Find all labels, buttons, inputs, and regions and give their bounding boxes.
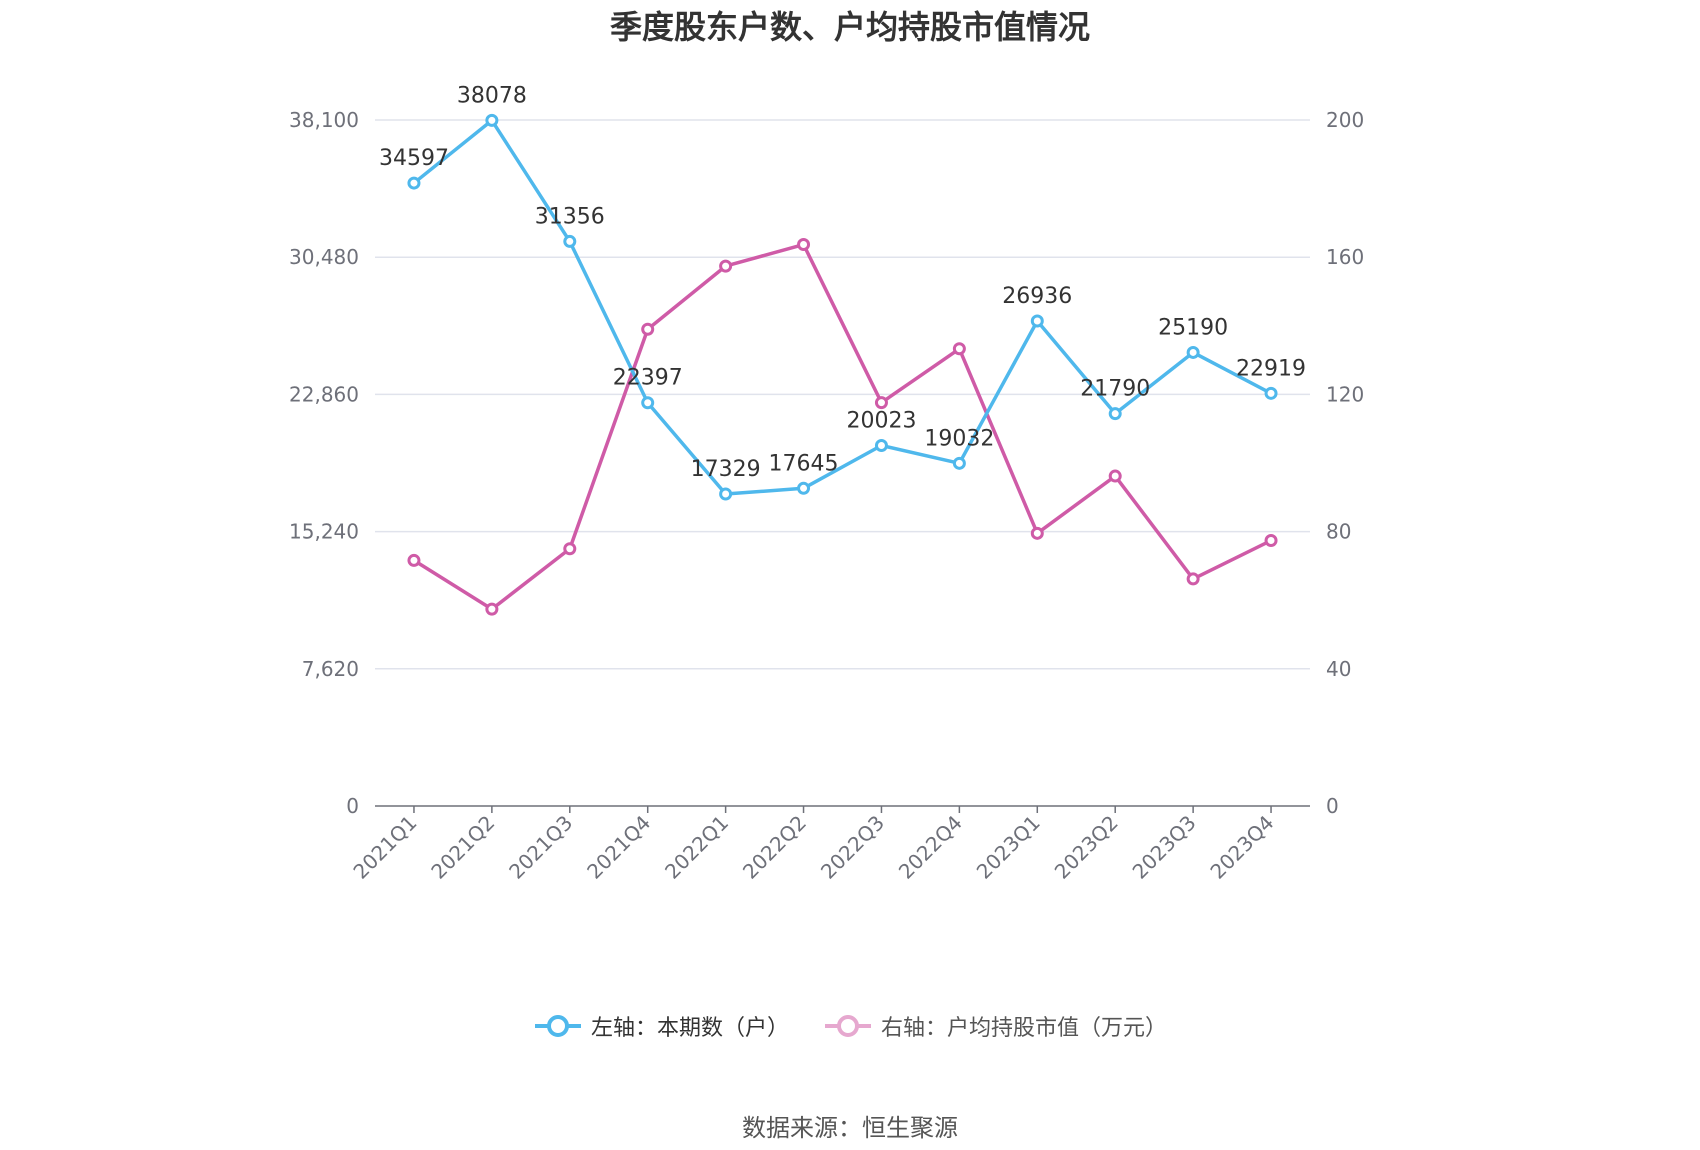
data-point-shareholders [563,234,577,248]
data-point-avg-value [1264,534,1278,548]
data-point-shareholders [1108,407,1122,421]
data-label: 31356 [535,204,605,229]
data-point-avg-value [563,542,577,556]
data-point-avg-value [641,322,655,336]
x-axis-tick-label: 2021Q1 [348,811,421,884]
left-axis-tick-label: 7,620 [302,657,359,681]
series-line-avg-value [413,242,1272,611]
data-point-shareholders [1186,345,1200,359]
data-source: 数据来源：恒生聚源 [742,1114,958,1142]
grid-lines [375,119,1310,670]
legend-label-left-axis: 左轴：本期数（户） [590,1016,789,1041]
chart-title: 季度股东户数、户均持股市值情况 [609,8,1090,46]
right-axis-tick-label: 0 [1326,794,1339,818]
right-axis-tick-label: 120 [1326,382,1364,406]
data-label: 17645 [769,451,839,476]
data-point-shareholders [797,481,811,495]
data-point-avg-value [1108,469,1122,483]
x-axis-tick-label: 2022Q4 [894,811,967,884]
legend-item-left-axis[interactable]: 左轴：本期数（户） [533,1010,789,1042]
line-chart: 0 0 7,620 40 15,240 80 22,860 120 30,480 160 38,10… [289,83,1364,884]
series [407,113,1278,616]
axes: 0 0 7,620 40 15,240 80 22,860 120 30,480 160 38,10… [289,108,1364,884]
left-axis-tick-label: 15,240 [289,520,359,544]
data-label: 34597 [379,146,449,171]
data-label: 20023 [846,408,916,433]
left-axis-tick-label: 30,480 [289,245,359,269]
data-point-avg-value [874,396,888,410]
right-axis-tick-label: 80 [1326,520,1351,544]
circle-line-icon [534,1015,581,1037]
data-point-avg-value [1030,526,1044,540]
data-point-shareholders [874,438,888,452]
data-point-shareholders [719,487,733,501]
legend: 左轴：本期数（户） 右轴：户均持股市值（万元） [0,1010,1700,1042]
data-point-avg-value [952,342,966,356]
data-point-avg-value [485,602,499,616]
data-point-shareholders [407,176,421,190]
data-label: 17329 [691,457,761,482]
x-axis-tick-label: 2022Q1 [660,811,733,884]
data-label: 38078 [457,83,527,108]
x-axis-tick-label: 2021Q2 [426,811,499,884]
legend-item-right-axis[interactable]: 右轴：户均持股市值（万元） [823,1010,1167,1042]
x-axis-tick-label: 2021Q4 [582,811,655,884]
x-axis-tick-label: 2023Q1 [972,811,1045,884]
data-label: 21790 [1080,377,1150,402]
data-point-avg-value [1186,572,1200,586]
x-axis-tick-label: 2023Q2 [1050,811,1123,884]
circle-line-icon [825,1015,871,1037]
left-axis-tick-label: 38,100 [289,108,359,132]
data-label: 26936 [1002,284,1072,309]
right-axis-tick-label: 200 [1326,108,1364,132]
data-point-shareholders [1030,314,1044,328]
data-label: 22397 [613,366,683,391]
x-axis-tick-label: 2022Q2 [738,811,811,884]
right-axis-tick-label: 160 [1326,245,1364,269]
x-axis-tick-label: 2021Q3 [504,811,577,884]
data-point-shareholders [641,396,655,410]
left-axis-tick-label: 22,860 [289,382,359,406]
series-line-shareholders [412,118,1272,496]
data-point-shareholders [1264,386,1278,400]
x-axis-tick-label: 2023Q3 [1128,811,1201,884]
right-axis-tick-label: 40 [1326,657,1351,681]
legend-label-right-axis: 右轴：户均持股市值（万元） [881,1016,1168,1041]
data-point-avg-value [719,259,733,273]
data-point-shareholders [952,456,966,470]
x-axis-tick-label: 2022Q3 [816,811,889,884]
x-axis-tick-label: 2023Q4 [1205,811,1278,884]
data-label: 19032 [924,426,994,451]
data-label: 25190 [1158,315,1228,340]
data-point-avg-value [407,553,421,567]
data-point-shareholders [485,113,499,127]
data-point-avg-value [797,238,811,252]
left-axis-tick-label: 0 [346,794,359,818]
data-labels: 34597 38078 31356 22397 17329 17645 20023 19032… [379,83,1306,482]
data-label: 22919 [1236,356,1306,381]
